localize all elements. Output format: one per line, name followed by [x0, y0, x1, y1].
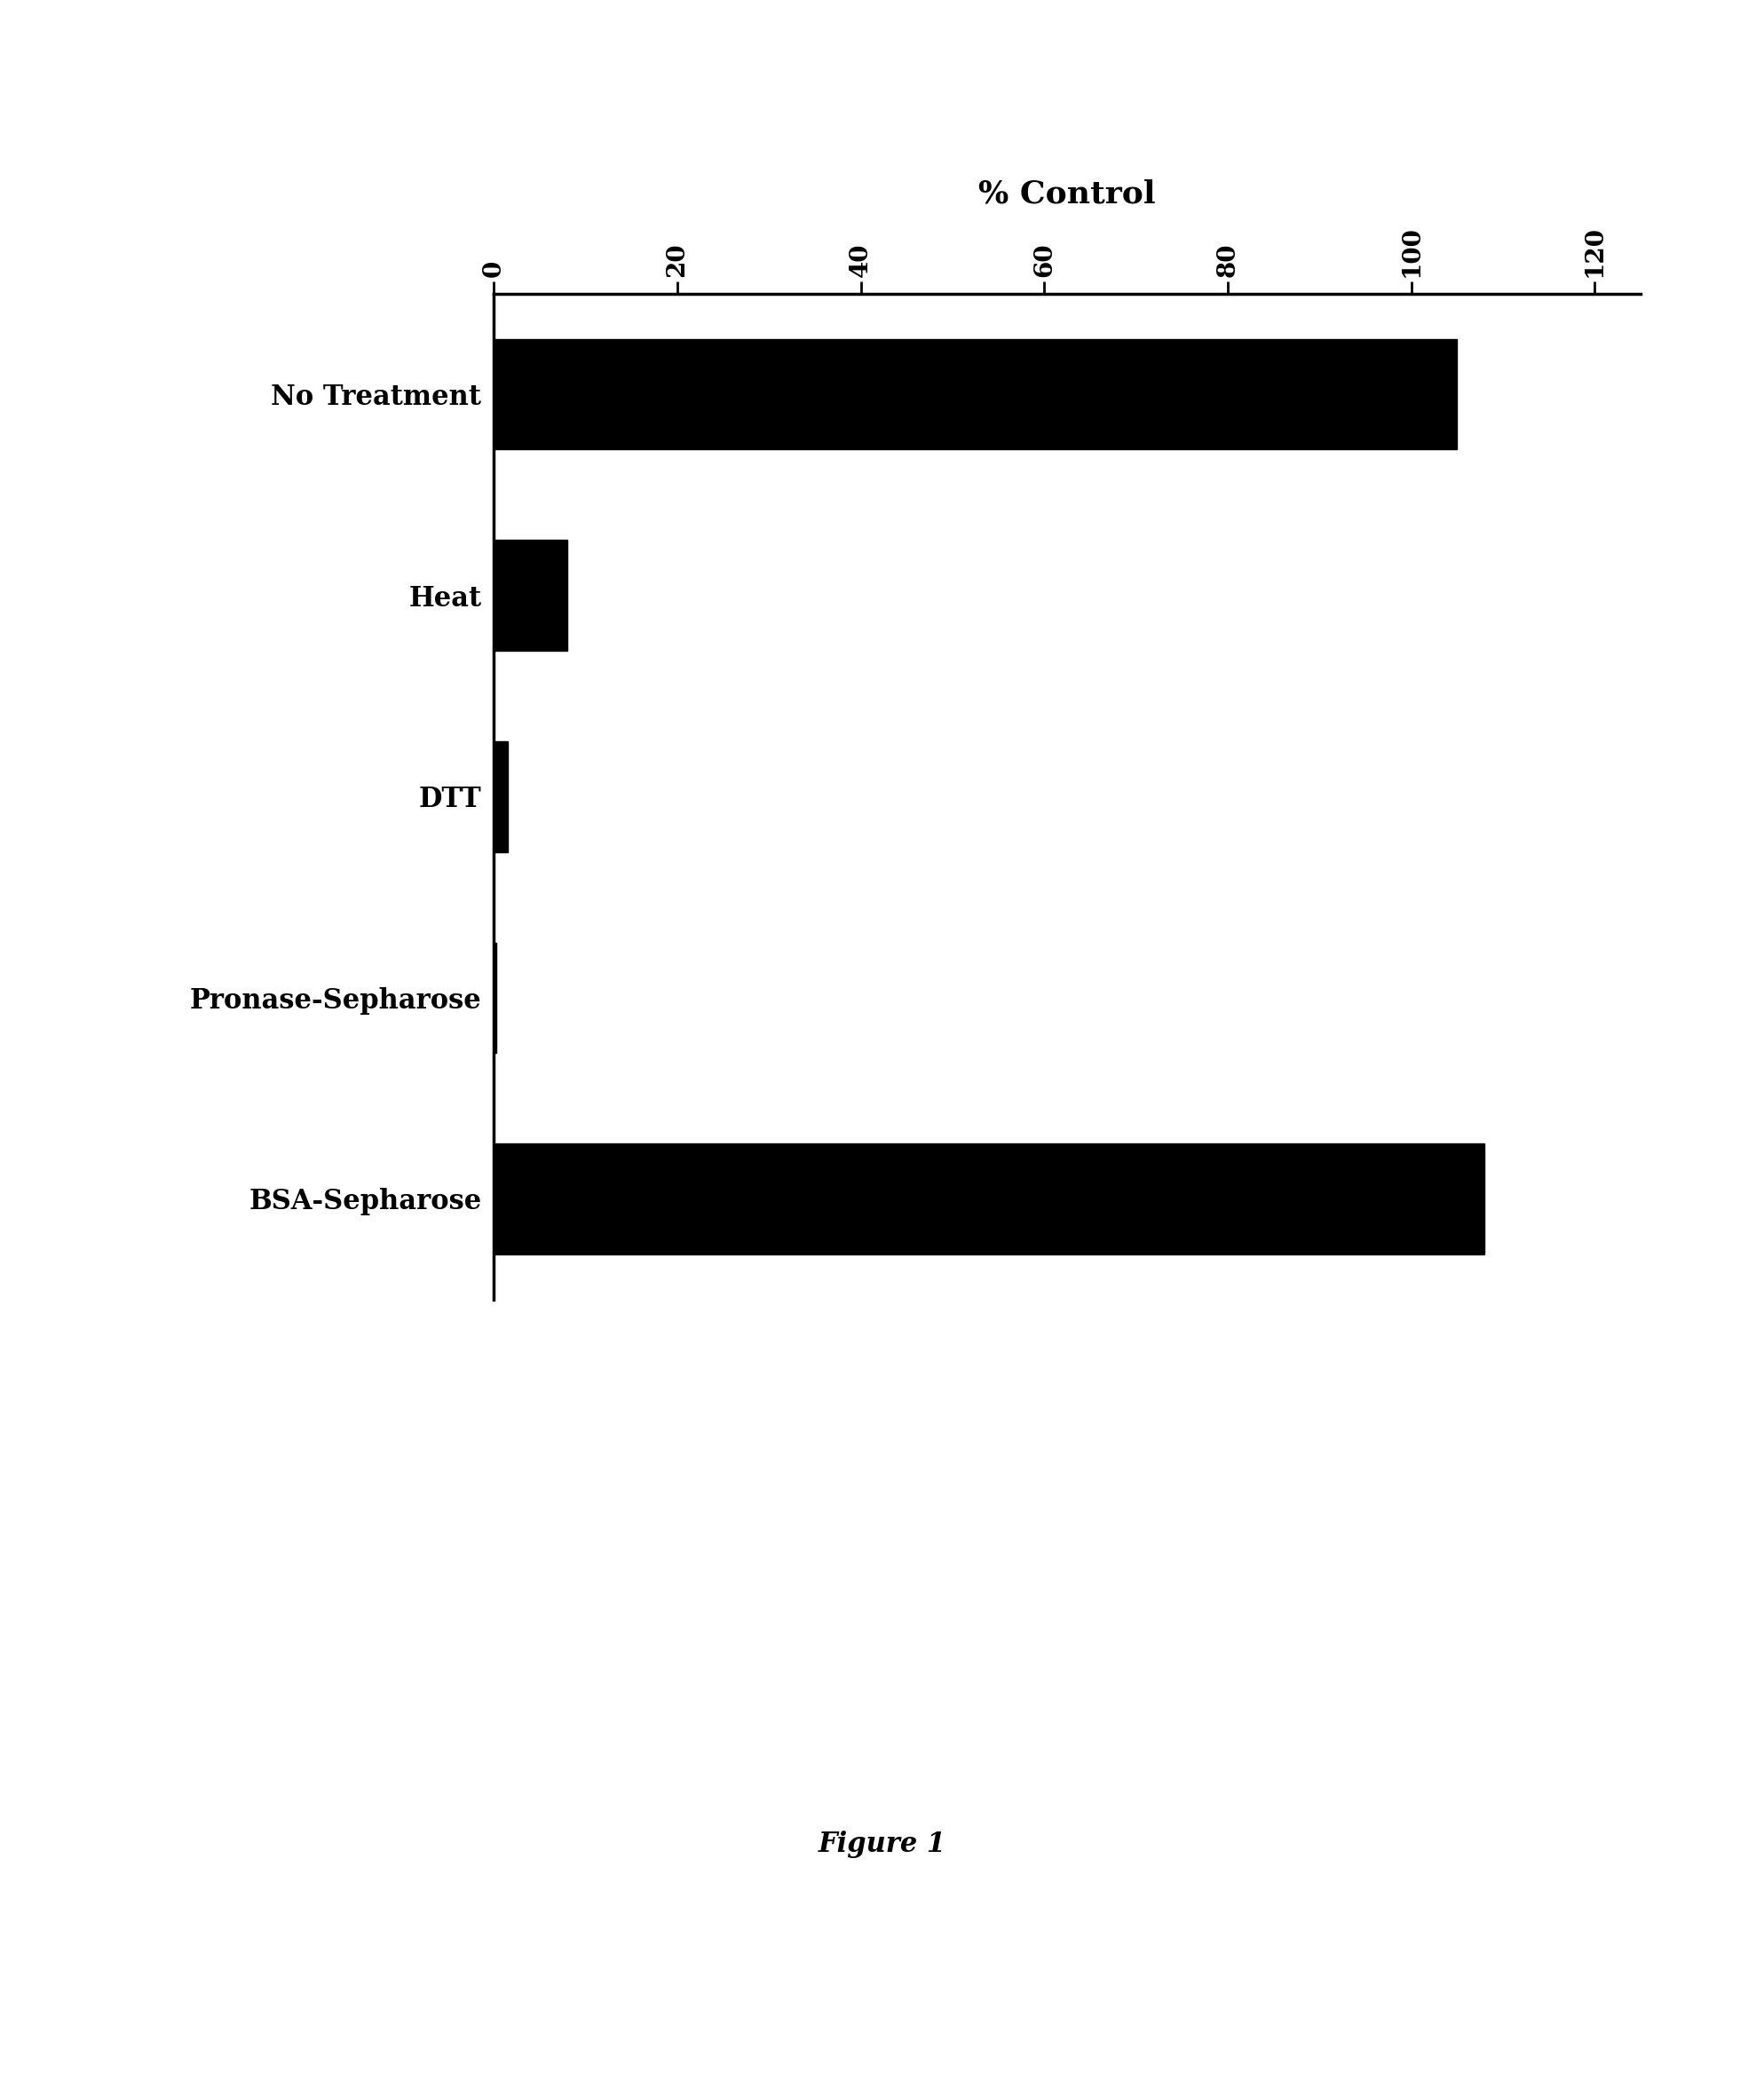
Bar — [494, 340, 1457, 449]
Bar — [494, 943, 497, 1052]
Bar — [494, 1144, 1485, 1253]
Bar — [494, 541, 568, 650]
X-axis label: % Control: % Control — [979, 178, 1155, 210]
Text: Figure 1: Figure 1 — [818, 1830, 946, 1859]
Bar — [494, 742, 508, 851]
